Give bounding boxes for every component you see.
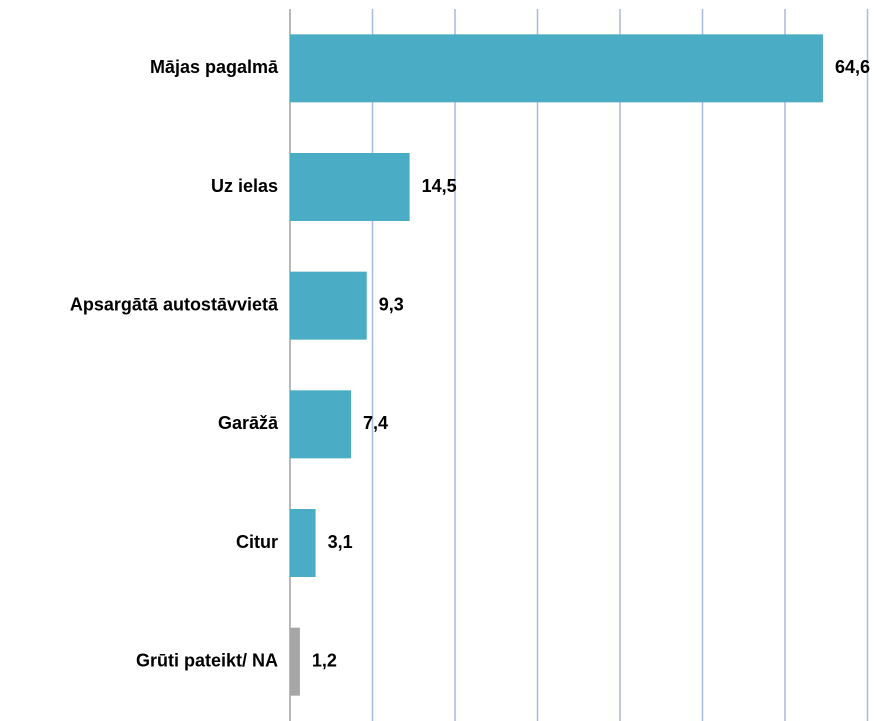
- bar: [290, 153, 410, 221]
- bar: [290, 627, 300, 696]
- bar: [290, 34, 823, 103]
- bar: [290, 509, 316, 577]
- value-label: 3,1: [328, 532, 353, 552]
- value-label: 64,6: [835, 57, 870, 77]
- category-label: Uz ielas: [211, 176, 278, 196]
- value-label: 9,3: [379, 294, 404, 314]
- category-label: Grūti pateikt/ NA: [136, 650, 278, 670]
- category-label: Garāžā: [218, 413, 279, 433]
- value-label: 1,2: [312, 650, 337, 670]
- category-label: Mājas pagalmā: [150, 57, 279, 77]
- value-label: 7,4: [363, 413, 388, 433]
- value-label: 14,5: [422, 176, 457, 196]
- bar: [290, 271, 367, 340]
- category-label: Citur: [236, 532, 278, 552]
- category-label: Apsargātā autostāvvietā: [70, 294, 279, 314]
- bar: [290, 390, 352, 459]
